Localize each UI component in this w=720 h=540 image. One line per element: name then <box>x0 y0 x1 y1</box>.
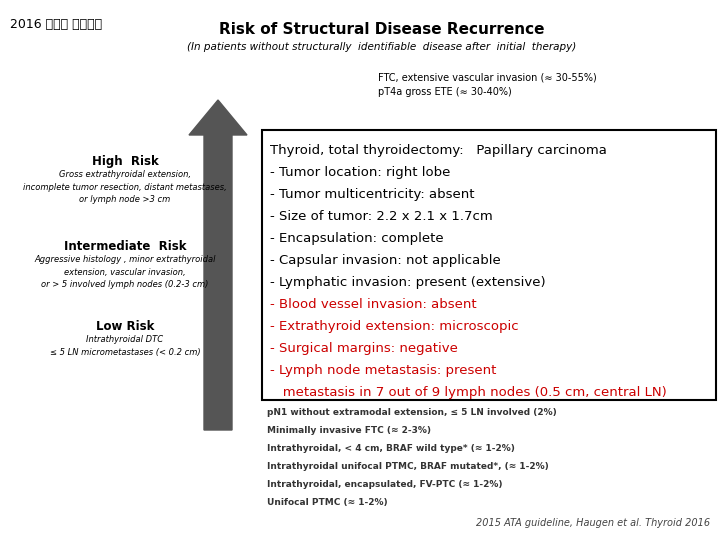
Text: Thyroid, total thyroidectomy:   Papillary carcinoma: Thyroid, total thyroidectomy: Papillary … <box>270 144 607 157</box>
FancyArrow shape <box>189 100 247 430</box>
Text: (In patients without structurally  identifiable  disease after  initial  therapy: (In patients without structurally identi… <box>187 42 576 52</box>
Text: Intrathyroidal, encapsulated, FV-PTC (≈ 1-2%): Intrathyroidal, encapsulated, FV-PTC (≈ … <box>267 480 503 489</box>
Text: - Lymph node metastasis: present: - Lymph node metastasis: present <box>270 364 496 377</box>
Text: metastasis in 7 out of 9 lymph nodes (0.5 cm, central LN): metastasis in 7 out of 9 lymph nodes (0.… <box>270 386 667 399</box>
Text: Risk of Structural Disease Recurrence: Risk of Structural Disease Recurrence <box>219 22 544 37</box>
Text: - Capsular invasion: not applicable: - Capsular invasion: not applicable <box>270 254 500 267</box>
Text: - Extrathyroid extension: microscopic: - Extrathyroid extension: microscopic <box>270 320 518 333</box>
Text: FTC, extensive vascular invasion (≈ 30-55%): FTC, extensive vascular invasion (≈ 30-5… <box>378 73 597 83</box>
Text: - Size of tumor: 2.2 x 2.1 x 1.7cm: - Size of tumor: 2.2 x 2.1 x 1.7cm <box>270 210 492 223</box>
Text: 2015 ATA guideline, Haugen et al. Thyroid 2016: 2015 ATA guideline, Haugen et al. Thyroi… <box>476 518 710 528</box>
Text: - Blood vessel invasion: absent: - Blood vessel invasion: absent <box>270 298 477 311</box>
Text: - Lymphatic invasion: present (extensive): - Lymphatic invasion: present (extensive… <box>270 276 546 289</box>
Text: Low Risk: Low Risk <box>96 320 154 333</box>
Text: Gross extrathyroidal extension,
incomplete tumor resection, distant metastases,
: Gross extrathyroidal extension, incomple… <box>23 170 227 204</box>
Text: pN1 without extramodal extension, ≤ 5 LN involved (2%): pN1 without extramodal extension, ≤ 5 LN… <box>267 408 557 417</box>
Bar <box>262 130 716 400</box>
Text: Minimally invasive FTC (≈ 2-3%): Minimally invasive FTC (≈ 2-3%) <box>267 426 431 435</box>
Text: Intrathyroidal DTC
≤ 5 LN micrometastases (< 0.2 cm): Intrathyroidal DTC ≤ 5 LN micrometastase… <box>50 335 200 356</box>
Text: - Encapsulation: complete: - Encapsulation: complete <box>270 232 444 245</box>
Text: High  Risk: High Risk <box>91 155 158 168</box>
Text: 2016 전공의 연수강좌: 2016 전공의 연수강좌 <box>10 18 102 31</box>
Text: Intrathyroidal unifocal PTMC, BRAF mutated*, (≈ 1-2%): Intrathyroidal unifocal PTMC, BRAF mutat… <box>267 462 549 471</box>
Text: pT4a gross ETE (≈ 30-40%): pT4a gross ETE (≈ 30-40%) <box>378 87 512 97</box>
Text: - Surgical margins: negative: - Surgical margins: negative <box>270 342 458 355</box>
Text: Unifocal PTMC (≈ 1-2%): Unifocal PTMC (≈ 1-2%) <box>267 498 387 507</box>
Text: Intrathyroidal, < 4 cm, BRAF wild type* (≈ 1-2%): Intrathyroidal, < 4 cm, BRAF wild type* … <box>267 444 515 453</box>
Text: - Tumor multicentricity: absent: - Tumor multicentricity: absent <box>270 188 474 201</box>
Text: - Tumor location: right lobe: - Tumor location: right lobe <box>270 166 451 179</box>
Text: Intermediate  Risk: Intermediate Risk <box>64 240 186 253</box>
Text: Aggressive histology , minor extrathyroidal
extension, vascular invasion,
or > 5: Aggressive histology , minor extrathyroi… <box>35 255 216 289</box>
